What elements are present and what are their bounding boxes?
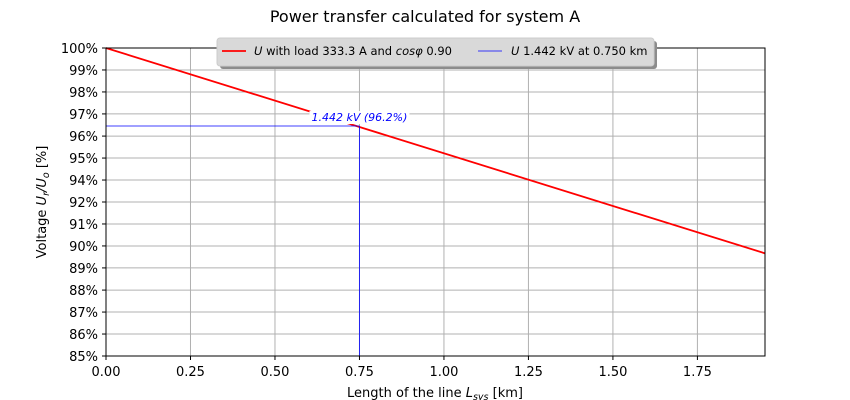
y-tick-label: 87% xyxy=(69,306,98,321)
annotation-background xyxy=(309,111,410,125)
x-tick-label: 1.00 xyxy=(429,365,458,380)
x-axis-ticks: 0.00 0.25 0.50 0.75 1.00 1.25 1.50 1.75 xyxy=(92,356,712,380)
y-tick-label: 89% xyxy=(69,262,98,277)
x-tick-label: 0.25 xyxy=(176,365,205,380)
x-tick-label: 0.75 xyxy=(345,365,374,380)
x-tick-label: 0.00 xyxy=(92,365,121,380)
grid-lines xyxy=(105,47,765,357)
y-tick-label: 100% xyxy=(61,42,98,57)
x-tick-label: 0.50 xyxy=(260,365,289,380)
annotation: 1.442 kV (96.2%) xyxy=(309,111,410,125)
y-tick-label: 92% xyxy=(69,196,98,211)
legend: U with load 333.3 A and cosφ 0.90 U 1.442… xyxy=(216,37,657,69)
y-tick-label: 94% xyxy=(69,174,98,189)
data-series xyxy=(105,47,766,356)
x-tick-label: 1.75 xyxy=(683,365,712,380)
x-tick-label: 1.25 xyxy=(514,365,543,380)
legend-label-voltage: U 1.442 kV at 0.750 km xyxy=(511,44,648,58)
legend-label-load: U with load 333.3 A and cosφ 0.90 xyxy=(254,44,452,58)
y-axis-ticks: 100% 99% 98% 97% 96% 95% 94% 92% 91% 90% 89% 88% 87%… xyxy=(61,42,106,365)
x-tick-label: 1.50 xyxy=(598,365,627,380)
x-axis-label: Length of the line Lsys [km] xyxy=(347,386,523,400)
y-tick-label: 96% xyxy=(69,130,98,145)
y-tick-label: 88% xyxy=(69,284,98,299)
y-axis-label: Voltage Ur/Uo [%] xyxy=(35,146,52,259)
y-tick-label: 98% xyxy=(69,86,98,101)
voltage-line xyxy=(105,47,766,255)
y-tick-label: 99% xyxy=(69,64,98,79)
y-tick-label: 85% xyxy=(69,350,98,365)
annotation-text: 1.442 kV (96.2%) xyxy=(312,111,408,124)
y-tick-label: 97% xyxy=(69,108,98,123)
y-tick-label: 86% xyxy=(69,328,98,343)
chart-title: Power transfer calculated for system A xyxy=(270,7,580,26)
y-tick-label: 91% xyxy=(69,218,98,233)
y-tick-label: 95% xyxy=(69,152,98,167)
legend-box xyxy=(216,37,655,67)
y-tick-label: 90% xyxy=(69,240,98,255)
